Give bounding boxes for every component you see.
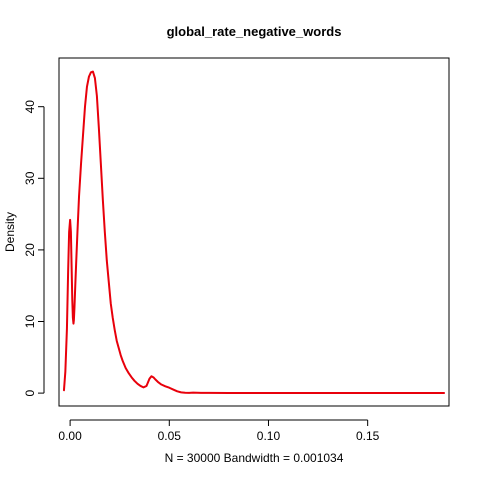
density-curve [62, 70, 446, 395]
chart-title: global_rate_negative_words [167, 24, 342, 39]
y-tick-label: 0 [23, 389, 37, 396]
plot-frame [58, 57, 450, 407]
x-tick-label: 0.10 [257, 429, 281, 443]
y-tick-label: 10 [23, 315, 37, 329]
series-layer [62, 70, 446, 395]
x-tick-label: 0.15 [356, 429, 380, 443]
y-axis-label: Density [3, 212, 17, 252]
y-axis: 0 10 20 30 40 [23, 100, 45, 396]
y-tick-label: 40 [23, 100, 37, 114]
y-tick-label: 30 [23, 171, 37, 185]
x-axis-label: N = 30000 Bandwidth = 0.001034 [165, 451, 344, 465]
x-tick-label: 0.00 [58, 429, 82, 443]
y-tick-label: 20 [23, 243, 37, 257]
x-tick-label: 0.05 [158, 429, 182, 443]
x-axis: 0.00 0.05 0.10 0.15 [58, 419, 380, 443]
